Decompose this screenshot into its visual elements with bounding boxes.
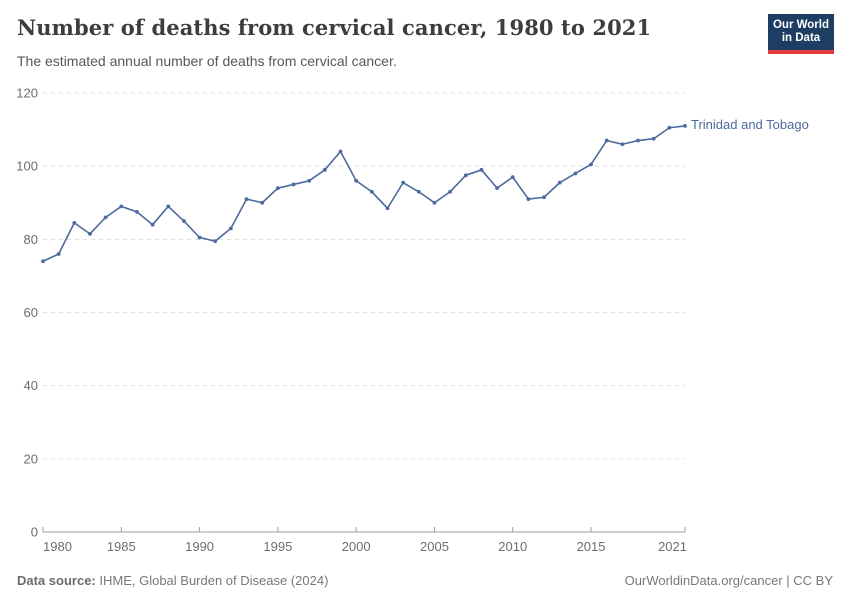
- data-source-text: IHME, Global Burden of Disease (2024): [95, 572, 329, 588]
- owid-logo[interactable]: Our World in Data: [768, 14, 834, 54]
- data-source: Data source: IHME, Global Burden of Dise…: [17, 573, 328, 588]
- svg-text:2005: 2005: [420, 539, 449, 554]
- svg-text:1980: 1980: [43, 539, 72, 554]
- svg-text:0: 0: [31, 525, 38, 540]
- svg-text:1985: 1985: [107, 539, 136, 554]
- svg-text:2015: 2015: [577, 539, 606, 554]
- gridlines: [43, 92, 685, 460]
- svg-text:2000: 2000: [342, 539, 371, 554]
- data-source-label: Data source:: [17, 572, 96, 588]
- svg-text:40: 40: [24, 378, 38, 393]
- y-axis-labels: 0 20 40 60 80 100 120: [16, 86, 38, 540]
- owid-logo-line1: Our World: [772, 19, 829, 31]
- page-title: Number of deaths from cervical cancer, 1…: [17, 15, 652, 40]
- svg-text:1995: 1995: [263, 539, 292, 554]
- svg-text:1990: 1990: [185, 539, 214, 554]
- owid-logo-line2: in Data: [781, 32, 821, 44]
- data-series-line: [41, 124, 687, 264]
- svg-text:80: 80: [24, 232, 38, 247]
- svg-text:20: 20: [24, 451, 38, 466]
- svg-text:2010: 2010: [498, 539, 527, 554]
- line-chart: 0 20 40 60 80 100 120 1980 1985 1990 1995 2000 2005…: [16, 86, 809, 555]
- svg-text:120: 120: [16, 86, 38, 101]
- series-label: Trinidad and Tobago: [691, 117, 809, 132]
- svg-text:60: 60: [24, 305, 38, 320]
- x-axis: [42, 527, 686, 533]
- x-axis-labels: 1980 1985 1990 1995 2000 2005 2010 2015 2021: [43, 539, 687, 554]
- chart-subtitle: The estimated annual number of deaths fr…: [17, 53, 397, 69]
- svg-text:2021: 2021: [658, 539, 687, 554]
- footer-link[interactable]: OurWorldinData.org/cancer | CC BY: [624, 572, 833, 588]
- chart-footer: Data source: IHME, Global Burden of Dise…: [0, 567, 850, 593]
- svg-text:100: 100: [16, 159, 38, 174]
